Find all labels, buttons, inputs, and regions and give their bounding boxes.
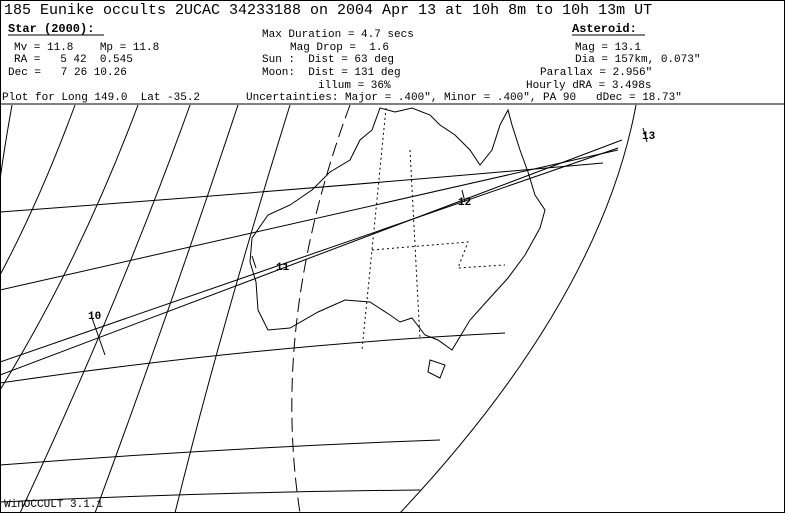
star-ra: RA = 5 42 0.545	[14, 54, 133, 66]
earth-limb	[399, 104, 637, 513]
asteroid-header: Asteroid:	[572, 22, 637, 36]
coastline	[427, 359, 446, 379]
longitude-line	[0, 104, 76, 276]
star-header: Star (2000):	[8, 22, 94, 36]
title: 185 Eunike occults 2UCAC 34233188 on 200…	[4, 2, 652, 19]
longitude-line	[94, 104, 239, 513]
time-tick	[642, 127, 648, 143]
border	[409, 149, 421, 341]
event-info: Sun : Dist = 63 deg	[262, 54, 394, 66]
software-version: WinOCCULT 3.1.1	[4, 499, 103, 511]
plot-location: Plot for Long 149.0 Lat -35.2	[2, 92, 200, 104]
uncertainties: Uncertainties: Major = .400", Minor = .4…	[246, 92, 576, 104]
time-label: 12	[458, 197, 471, 209]
shadow-limit	[0, 147, 619, 363]
time-label: 11	[276, 262, 290, 274]
time-label: 13	[642, 131, 656, 143]
asteroid-info: Parallax = 2.956"	[540, 67, 652, 79]
longitude-line	[174, 104, 291, 513]
time-tick	[251, 255, 257, 269]
time-tick	[91, 317, 106, 356]
latitude-line	[0, 162, 604, 213]
asteroid-info: Hourly dRA = 3.498s	[526, 80, 651, 92]
star-dec: Dec = 7 26 10.26	[8, 67, 127, 79]
latitude-line	[0, 439, 441, 466]
asteroid-info: dDec = 18.73"	[596, 92, 682, 104]
longitude-line	[0, 104, 139, 391]
longitude-line	[19, 104, 191, 513]
path-edge-dashed	[291, 104, 351, 513]
event-info: Moon: Dist = 131 deg	[262, 67, 401, 79]
latitude-line	[0, 332, 506, 384]
asteroid-info: Mag = 13.1	[575, 42, 641, 54]
coastline	[249, 107, 546, 351]
longitude-line	[0, 104, 13, 181]
time-label: 10	[88, 311, 101, 323]
latitude-line	[0, 489, 421, 503]
shadow-center	[0, 139, 623, 376]
time-tick	[461, 189, 466, 203]
event-info: illum = 36%	[318, 80, 391, 92]
event-info: Mag Drop = 1.6	[290, 42, 389, 54]
star-mag: Mv = 11.8 Mp = 11.8	[14, 42, 159, 54]
event-info: Max Duration = 4.7 secs	[262, 29, 414, 41]
shadow-limit	[0, 149, 619, 291]
map	[0, 104, 648, 513]
border	[371, 241, 506, 269]
asteroid-info: Dia = 157km, 0.073"	[575, 54, 700, 66]
